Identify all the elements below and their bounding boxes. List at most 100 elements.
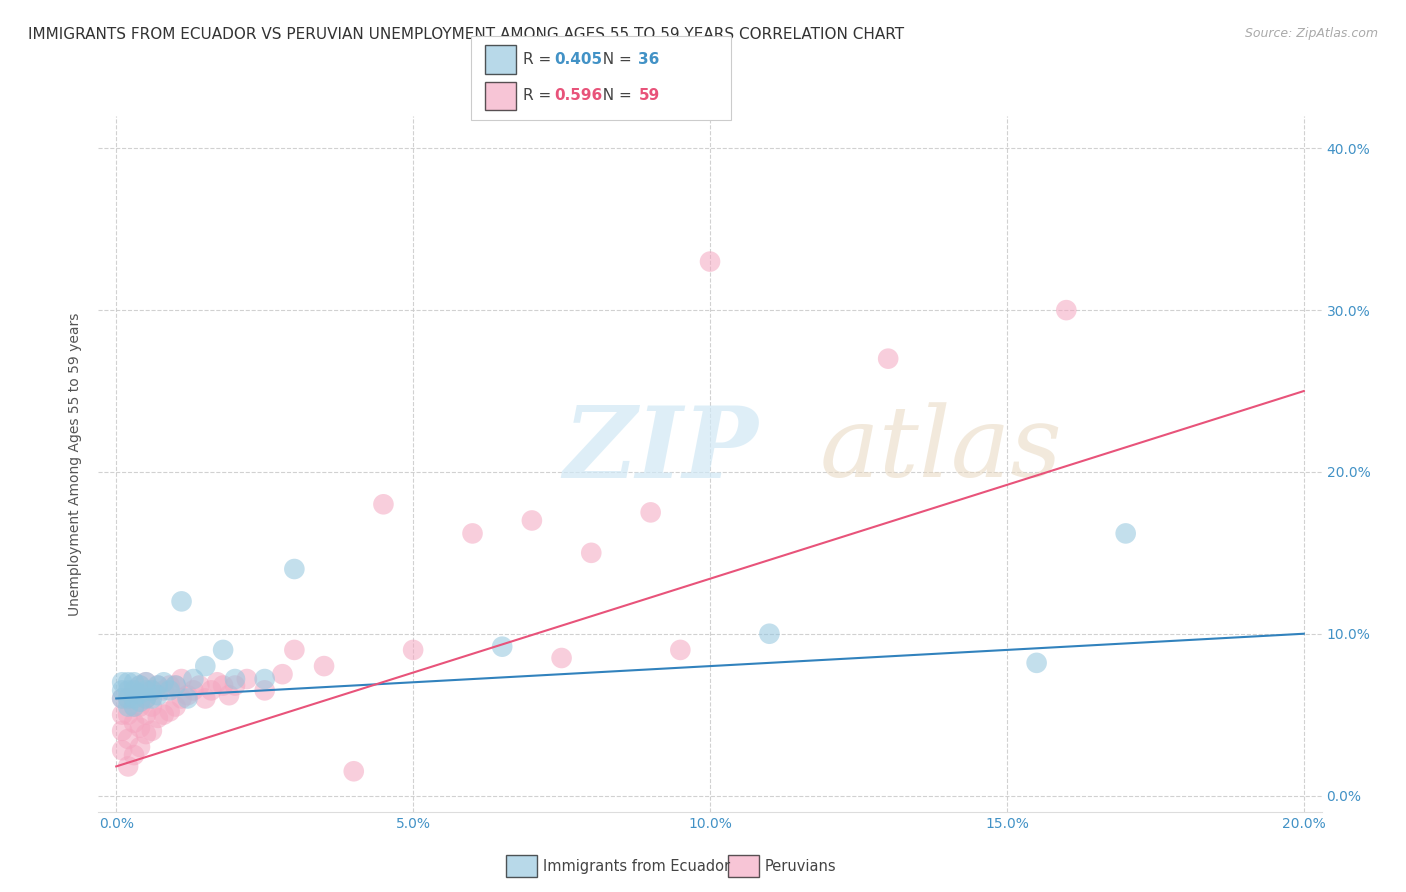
Text: R =: R = xyxy=(523,52,557,67)
Point xyxy=(141,691,163,706)
Point xyxy=(224,672,246,686)
Point xyxy=(117,691,139,706)
Point xyxy=(283,643,305,657)
Point xyxy=(212,643,235,657)
Point xyxy=(111,675,134,690)
Point xyxy=(146,679,169,693)
Point xyxy=(141,699,163,714)
Point xyxy=(312,659,335,673)
Point xyxy=(146,688,169,702)
Point xyxy=(176,691,198,706)
Point xyxy=(146,679,169,693)
Point xyxy=(111,691,134,706)
Text: ZIP: ZIP xyxy=(564,401,758,498)
Point xyxy=(117,759,139,773)
Point xyxy=(122,715,145,730)
Text: Immigrants from Ecuador: Immigrants from Ecuador xyxy=(543,859,730,873)
Point xyxy=(135,691,157,706)
Point xyxy=(200,683,222,698)
Point xyxy=(129,679,152,693)
Point xyxy=(111,743,134,757)
Point xyxy=(129,721,152,735)
Point xyxy=(183,672,205,686)
Point xyxy=(236,672,259,686)
Point xyxy=(152,675,174,690)
Point xyxy=(152,707,174,722)
Point xyxy=(194,691,217,706)
Point xyxy=(122,683,145,698)
Point xyxy=(170,594,193,608)
Point xyxy=(122,683,145,698)
Point xyxy=(129,679,152,693)
Point xyxy=(117,691,139,706)
Point xyxy=(170,672,193,686)
Point xyxy=(111,723,134,738)
Point xyxy=(461,526,484,541)
Point xyxy=(111,683,134,698)
Point xyxy=(640,505,662,519)
Text: 36: 36 xyxy=(638,52,659,67)
Text: Source: ZipAtlas.com: Source: ZipAtlas.com xyxy=(1244,27,1378,40)
Point xyxy=(122,675,145,690)
Point xyxy=(170,691,193,706)
Point xyxy=(117,707,139,722)
Point xyxy=(141,723,163,738)
Point xyxy=(402,643,425,657)
Text: 0.596: 0.596 xyxy=(554,88,602,103)
Point xyxy=(135,683,157,698)
Point xyxy=(176,688,198,702)
Point xyxy=(159,705,181,719)
Point xyxy=(129,695,152,709)
Point xyxy=(183,683,205,698)
Point xyxy=(129,687,152,701)
Point xyxy=(699,254,721,268)
Text: atlas: atlas xyxy=(820,402,1063,498)
Point xyxy=(491,640,513,654)
Text: 59: 59 xyxy=(638,88,659,103)
Point xyxy=(520,513,543,527)
Point xyxy=(135,675,157,690)
Text: N =: N = xyxy=(593,52,637,67)
Text: R =: R = xyxy=(523,88,557,103)
Point xyxy=(373,497,395,511)
Point xyxy=(1025,656,1047,670)
Point xyxy=(194,659,217,673)
Point xyxy=(212,679,235,693)
Point xyxy=(129,699,152,714)
Point xyxy=(152,683,174,698)
Point xyxy=(550,651,572,665)
Point xyxy=(165,699,187,714)
Point xyxy=(877,351,900,366)
Point xyxy=(122,748,145,763)
Point xyxy=(758,626,780,640)
Point xyxy=(129,739,152,754)
Text: N =: N = xyxy=(593,88,637,103)
Point xyxy=(253,672,276,686)
Point xyxy=(188,679,211,693)
Point xyxy=(165,679,187,693)
Point xyxy=(135,691,157,706)
Point xyxy=(669,643,692,657)
Point xyxy=(218,688,240,702)
Point xyxy=(122,699,145,714)
Point xyxy=(1054,303,1077,318)
Point xyxy=(271,667,294,681)
Point xyxy=(1115,526,1137,541)
Point xyxy=(141,683,163,698)
Point xyxy=(135,727,157,741)
Y-axis label: Unemployment Among Ages 55 to 59 years: Unemployment Among Ages 55 to 59 years xyxy=(69,312,83,615)
Point xyxy=(343,764,366,779)
Point xyxy=(135,675,157,690)
Point xyxy=(141,683,163,698)
Point xyxy=(117,699,139,714)
Point xyxy=(283,562,305,576)
Point xyxy=(159,683,181,698)
Point xyxy=(146,711,169,725)
Point xyxy=(135,707,157,722)
Point xyxy=(165,679,187,693)
Point xyxy=(111,707,134,722)
Text: Peruvians: Peruvians xyxy=(765,859,837,873)
Point xyxy=(224,679,246,693)
Point xyxy=(205,675,228,690)
Text: IMMIGRANTS FROM ECUADOR VS PERUVIAN UNEMPLOYMENT AMONG AGES 55 TO 59 YEARS CORRE: IMMIGRANTS FROM ECUADOR VS PERUVIAN UNEM… xyxy=(28,27,904,42)
